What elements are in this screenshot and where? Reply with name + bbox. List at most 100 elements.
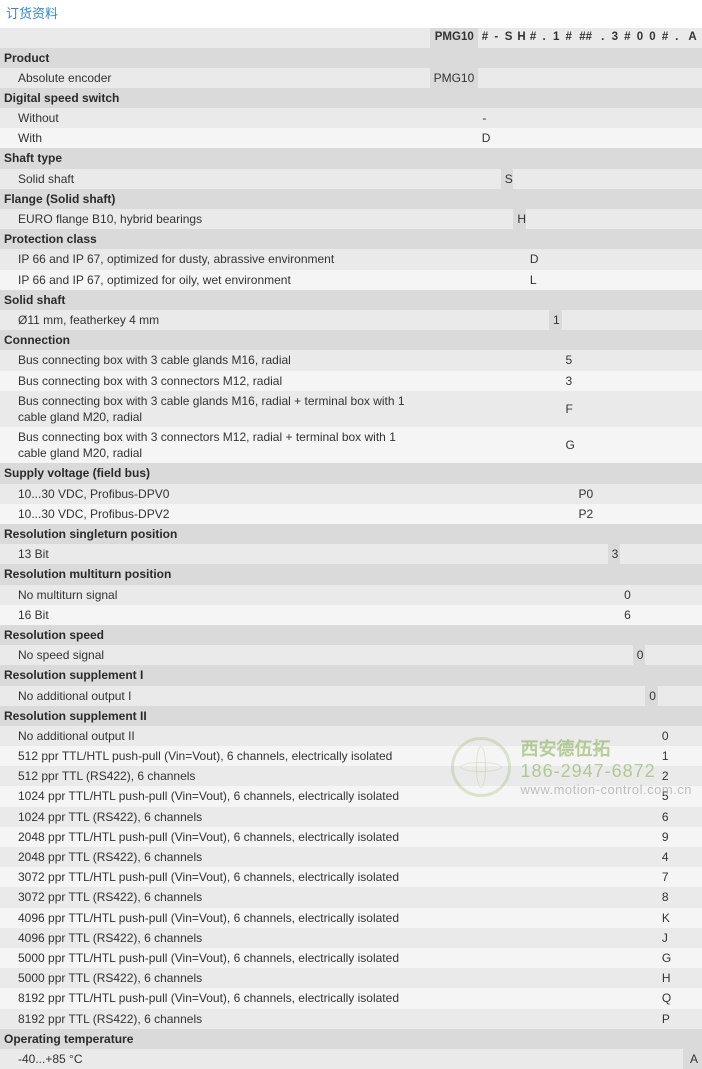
code-cell-empty — [430, 968, 478, 988]
code-cell-empty — [562, 108, 575, 128]
code-cell-empty — [597, 270, 607, 290]
code-cell-empty — [526, 867, 539, 887]
option-code: 5 — [562, 350, 575, 370]
code-cell-empty — [683, 645, 702, 665]
code-cell-empty — [430, 1009, 478, 1029]
code-cell-empty — [645, 726, 658, 746]
code-cell-empty — [670, 786, 683, 806]
option-code: 3 — [608, 544, 621, 564]
code-cell-empty — [633, 968, 646, 988]
code-cell-empty — [658, 1049, 671, 1069]
code-cell-empty — [430, 270, 478, 290]
code-cell-empty — [501, 827, 514, 847]
code-cell-empty — [633, 786, 646, 806]
code-cell-empty — [670, 544, 683, 564]
code-cell-empty — [670, 585, 683, 605]
option-label: 16 Bit — [0, 605, 430, 625]
code-cell-empty — [490, 484, 500, 504]
code-cell-empty — [501, 746, 514, 766]
code-cell-empty — [645, 988, 658, 1008]
code-header-first — [0, 28, 430, 48]
code-cell-empty — [633, 988, 646, 1008]
option-row: Bus connecting box with 3 connectors M12… — [0, 427, 702, 463]
code-cell-empty — [490, 209, 500, 229]
code-cell-empty — [645, 1009, 658, 1029]
option-code: Q — [658, 988, 671, 1008]
code-cell-empty — [490, 504, 500, 524]
code-cell-empty — [549, 887, 562, 907]
section-header-label: Connection — [0, 330, 702, 350]
code-cell-empty — [478, 484, 491, 504]
code-cell-empty — [478, 867, 491, 887]
option-label: No speed signal — [0, 645, 430, 665]
option-label: 1024 ppr TTL (RS422), 6 channels — [0, 807, 430, 827]
code-cell-empty — [683, 867, 702, 887]
code-cell-empty — [478, 827, 491, 847]
code-cell-empty — [683, 1009, 702, 1029]
code-cell-empty — [608, 988, 621, 1008]
section-header: Flange (Solid shaft) — [0, 189, 702, 209]
code-cell-empty — [490, 786, 500, 806]
code-cell-empty — [645, 807, 658, 827]
code-cell-empty — [549, 827, 562, 847]
code-cell-empty — [549, 209, 562, 229]
code-cell-empty — [633, 605, 646, 625]
code-cell-empty — [633, 928, 646, 948]
option-row: 8192 ppr TTL/HTL push-pull (Vin=Vout), 6… — [0, 988, 702, 1008]
option-row: 1024 ppr TTL/HTL push-pull (Vin=Vout), 6… — [0, 786, 702, 806]
section-header: Supply voltage (field bus) — [0, 463, 702, 483]
code-cell-empty — [645, 1049, 658, 1069]
code-cell-empty — [538, 427, 548, 463]
code-cell-empty — [478, 544, 491, 564]
code-cell-empty — [501, 108, 514, 128]
code-cell-empty — [574, 807, 597, 827]
code-cell-empty — [683, 948, 702, 968]
code-cell-empty — [633, 249, 646, 269]
code-cell-empty — [608, 928, 621, 948]
code-cell-empty — [538, 928, 548, 948]
code-cell-empty — [538, 310, 548, 330]
code-cell-empty — [608, 1049, 621, 1069]
section-header: Shaft type — [0, 148, 702, 168]
code-cell-empty — [501, 585, 514, 605]
code-cell-empty — [683, 988, 702, 1008]
code-cell-empty — [538, 1049, 548, 1069]
code-cell-empty — [620, 988, 633, 1008]
code-cell-empty — [670, 484, 683, 504]
code-cell-empty — [562, 867, 575, 887]
code-cell-empty — [538, 68, 548, 88]
code-cell-empty — [658, 484, 671, 504]
code-cell-empty — [526, 807, 539, 827]
code-cell-empty — [683, 968, 702, 988]
code-cell-empty — [574, 350, 597, 370]
code-cell-empty — [670, 128, 683, 148]
code-cell-empty — [526, 645, 539, 665]
code-cell-empty — [538, 484, 548, 504]
code-cell-empty — [670, 988, 683, 1008]
code-cell-empty — [597, 310, 607, 330]
option-label: 512 ppr TTL/HTL push-pull (Vin=Vout), 6 … — [0, 746, 430, 766]
code-cell-empty — [501, 726, 514, 746]
code-cell-empty — [658, 310, 671, 330]
code-cell-empty — [501, 1049, 514, 1069]
code-cell-empty — [608, 270, 621, 290]
code-cell-empty — [549, 371, 562, 391]
code-cell-empty — [562, 68, 575, 88]
code-cell-empty — [608, 827, 621, 847]
code-cell-empty — [645, 391, 658, 427]
code-cell-empty — [549, 766, 562, 786]
option-label: With — [0, 128, 430, 148]
code-cell-empty — [670, 371, 683, 391]
code-cell-empty — [490, 746, 500, 766]
code-cell-empty — [658, 544, 671, 564]
code-cell-empty — [513, 847, 526, 867]
option-code: 7 — [658, 867, 671, 887]
code-cell-empty — [513, 128, 526, 148]
code-cell-empty — [608, 766, 621, 786]
code-cell-empty — [683, 585, 702, 605]
code-cell-empty — [562, 686, 575, 706]
code-cell-empty — [478, 249, 491, 269]
code-cell-empty — [501, 786, 514, 806]
code-cell-empty — [620, 766, 633, 786]
code-cell-empty — [645, 484, 658, 504]
